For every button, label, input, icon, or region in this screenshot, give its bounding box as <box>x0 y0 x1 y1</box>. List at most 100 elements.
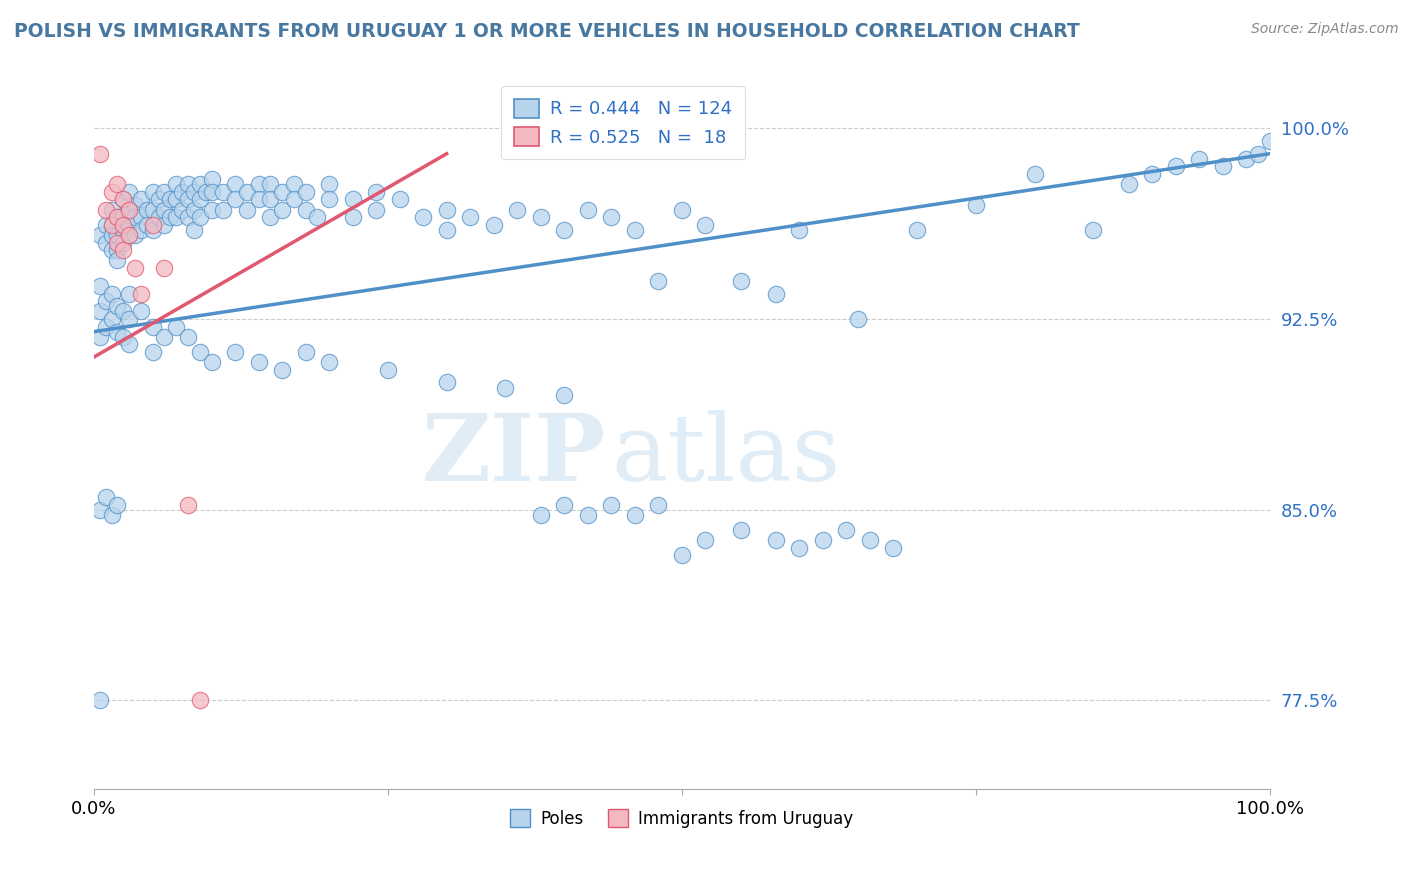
Point <box>153 330 176 344</box>
Point <box>600 211 623 225</box>
Point <box>366 202 388 217</box>
Point <box>118 218 141 232</box>
Point <box>224 193 246 207</box>
Point <box>89 279 111 293</box>
Point <box>94 235 117 250</box>
Point <box>89 146 111 161</box>
Point <box>112 193 135 207</box>
Point <box>318 355 340 369</box>
Point <box>118 337 141 351</box>
Point <box>177 211 200 225</box>
Point <box>94 490 117 504</box>
Point <box>107 325 129 339</box>
Point <box>200 185 222 199</box>
Point <box>200 355 222 369</box>
Point <box>188 211 211 225</box>
Point <box>159 211 181 225</box>
Point <box>112 330 135 344</box>
Point <box>89 228 111 243</box>
Point <box>142 223 165 237</box>
Point <box>294 345 316 359</box>
Point <box>436 223 458 237</box>
Point <box>100 286 122 301</box>
Point <box>107 299 129 313</box>
Point <box>671 202 693 217</box>
Point <box>436 202 458 217</box>
Point <box>89 330 111 344</box>
Point <box>118 228 141 243</box>
Point <box>271 185 294 199</box>
Point <box>118 286 141 301</box>
Point <box>200 172 222 186</box>
Point <box>159 193 181 207</box>
Point <box>695 218 717 232</box>
Point <box>294 202 316 217</box>
Point <box>107 235 129 250</box>
Point <box>153 185 176 199</box>
Point <box>224 178 246 192</box>
Point <box>124 197 146 211</box>
Point <box>730 523 752 537</box>
Point <box>259 193 281 207</box>
Point <box>107 211 129 225</box>
Point <box>1188 152 1211 166</box>
Point <box>530 211 553 225</box>
Point <box>148 211 170 225</box>
Point <box>89 304 111 318</box>
Point <box>112 218 135 232</box>
Point <box>212 185 235 199</box>
Point <box>188 345 211 359</box>
Point <box>647 498 669 512</box>
Point <box>188 193 211 207</box>
Point <box>882 541 904 555</box>
Point <box>194 185 217 199</box>
Point <box>183 223 205 237</box>
Point <box>247 355 270 369</box>
Point <box>1118 178 1140 192</box>
Point <box>118 202 141 217</box>
Point <box>94 319 117 334</box>
Point <box>905 223 928 237</box>
Point <box>530 508 553 522</box>
Point <box>188 693 211 707</box>
Point <box>100 202 122 217</box>
Point <box>112 244 135 258</box>
Text: POLISH VS IMMIGRANTS FROM URUGUAY 1 OR MORE VEHICLES IN HOUSEHOLD CORRELATION CH: POLISH VS IMMIGRANTS FROM URUGUAY 1 OR M… <box>14 22 1080 41</box>
Point <box>482 218 505 232</box>
Point <box>436 376 458 390</box>
Point <box>100 312 122 326</box>
Point <box>236 202 259 217</box>
Point <box>124 228 146 243</box>
Point <box>107 211 129 225</box>
Point <box>142 202 165 217</box>
Point <box>1234 152 1257 166</box>
Point <box>165 178 187 192</box>
Point <box>118 185 141 199</box>
Point <box>789 223 811 237</box>
Point <box>342 211 364 225</box>
Point <box>172 185 194 199</box>
Point <box>94 294 117 309</box>
Point <box>458 211 481 225</box>
Point <box>294 185 316 199</box>
Point <box>212 202 235 217</box>
Point <box>318 193 340 207</box>
Point <box>135 202 157 217</box>
Point <box>695 533 717 547</box>
Point <box>129 193 152 207</box>
Point <box>1247 146 1270 161</box>
Point <box>100 218 122 232</box>
Point <box>600 498 623 512</box>
Point <box>107 228 129 243</box>
Point <box>129 286 152 301</box>
Point <box>1258 134 1281 148</box>
Point <box>153 261 176 276</box>
Point <box>107 244 129 258</box>
Point <box>236 185 259 199</box>
Point <box>1164 160 1187 174</box>
Point <box>112 304 135 318</box>
Point <box>118 228 141 243</box>
Point <box>89 502 111 516</box>
Point <box>1024 167 1046 181</box>
Point <box>112 211 135 225</box>
